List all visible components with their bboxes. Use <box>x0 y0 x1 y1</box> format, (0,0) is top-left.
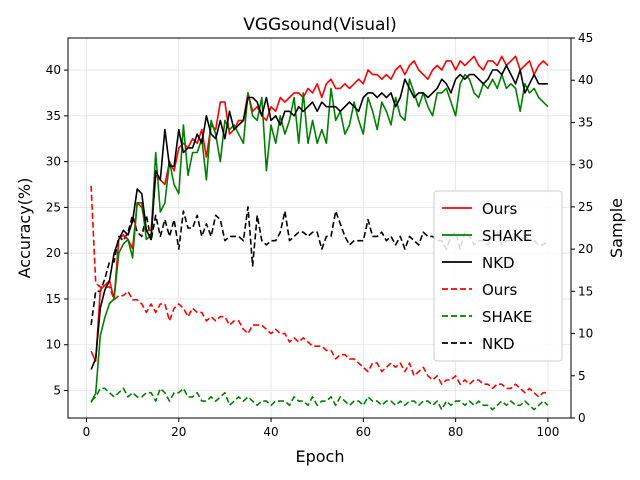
y-tick-label-right: 15 <box>578 284 593 298</box>
y-tick-label-left: 5 <box>53 384 61 398</box>
y-tick-label-right: 10 <box>578 327 593 341</box>
legend-label: SHAKE <box>482 308 532 326</box>
series-line-nkd-sample <box>90 206 549 326</box>
x-tick-label: 100 <box>536 425 559 439</box>
legend-label: NKD <box>482 335 515 353</box>
plot-series <box>90 55 549 411</box>
legend-label: NKD <box>482 254 515 272</box>
y-tick-label-left: 40 <box>46 63 61 77</box>
y-tick-label-left: 10 <box>46 338 61 352</box>
y-tick-label-right: 5 <box>578 369 586 383</box>
y-tick-label-right: 30 <box>578 158 593 172</box>
axes-ticks: 0 20 40 60 80 100 5 10 15 20 25 30 35 40 0 5 10 15 20 25 30 3… <box>46 31 594 439</box>
y-tick-label-right: 45 <box>578 31 593 45</box>
x-tick-label: 0 <box>83 425 91 439</box>
x-axis-label: Epoch <box>296 447 345 466</box>
legend-label: Ours <box>482 281 517 299</box>
y-axis-label-left: Accuracy(%) <box>15 178 34 279</box>
y-tick-label-right: 40 <box>578 73 593 87</box>
legend-frame <box>433 190 563 362</box>
series-line-shake-sample <box>90 387 549 411</box>
series-line-shake-accuracy <box>90 73 549 403</box>
plot-frame <box>67 37 572 419</box>
y-tick-label-left: 30 <box>46 155 61 169</box>
y-tick-label-left: 35 <box>46 109 61 123</box>
x-tick-label: 80 <box>448 425 463 439</box>
series-line-ours-accuracy <box>90 55 549 363</box>
y-tick-label-right: 25 <box>578 200 593 214</box>
y-tick-label-right: 20 <box>578 242 593 256</box>
legend: Ours SHAKE NKD Ours SHAKE NKD <box>433 190 563 362</box>
x-tick-label: 60 <box>356 425 371 439</box>
series-line-ours-sample <box>90 185 548 398</box>
y-tick-label-left: 20 <box>46 246 61 260</box>
chart-title: VGGsound(Visual) <box>243 15 397 35</box>
series-line-nkd-accuracy <box>90 64 548 370</box>
legend-label: SHAKE <box>482 227 532 245</box>
y-tick-label-right: 35 <box>578 115 593 129</box>
legend-label: Ours <box>482 200 517 218</box>
x-tick-label: 40 <box>263 425 278 439</box>
y-tick-label-right: 0 <box>578 411 586 425</box>
y-axis-label-right: Sample <box>607 198 626 258</box>
y-tick-label-left: 15 <box>46 292 61 306</box>
y-tick-label-left: 25 <box>46 200 61 214</box>
x-tick-label: 20 <box>171 425 186 439</box>
